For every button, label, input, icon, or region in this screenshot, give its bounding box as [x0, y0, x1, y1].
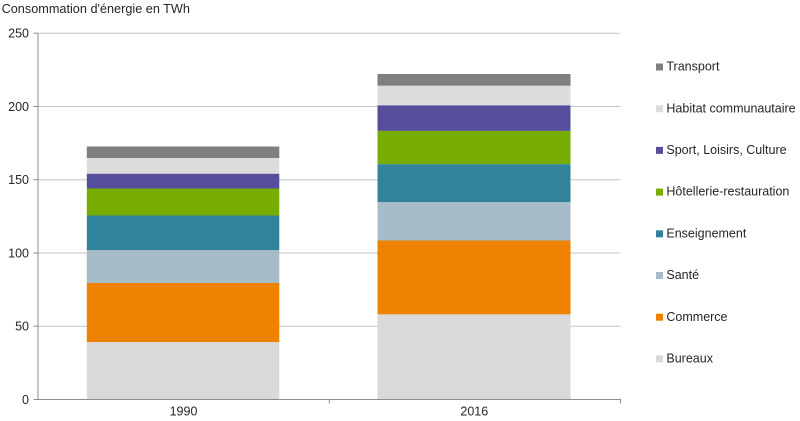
svg-text:Hôtellerie-restauration: Hôtellerie-restauration: [666, 185, 789, 199]
svg-text:250: 250: [8, 27, 29, 41]
svg-text:Santé: Santé: [666, 268, 699, 282]
svg-text:Consommation d'énergie en TWh: Consommation d'énergie en TWh: [2, 2, 190, 16]
svg-text:Enseignement: Enseignement: [666, 226, 746, 240]
svg-text:150: 150: [8, 173, 29, 187]
svg-text:0: 0: [22, 393, 29, 407]
svg-text:Commerce: Commerce: [666, 310, 727, 324]
svg-text:Habitat communautaire: Habitat communautaire: [666, 101, 795, 115]
svg-text:1990: 1990: [170, 405, 198, 419]
svg-text:Transport: Transport: [666, 60, 720, 74]
svg-text:100: 100: [8, 246, 29, 260]
svg-text:200: 200: [8, 100, 29, 114]
svg-text:Sport, Loisirs, Culture: Sport, Loisirs, Culture: [666, 143, 786, 157]
svg-text:Bureaux: Bureaux: [666, 352, 713, 366]
svg-text:50: 50: [15, 320, 29, 334]
svg-text:2016: 2016: [460, 405, 488, 419]
